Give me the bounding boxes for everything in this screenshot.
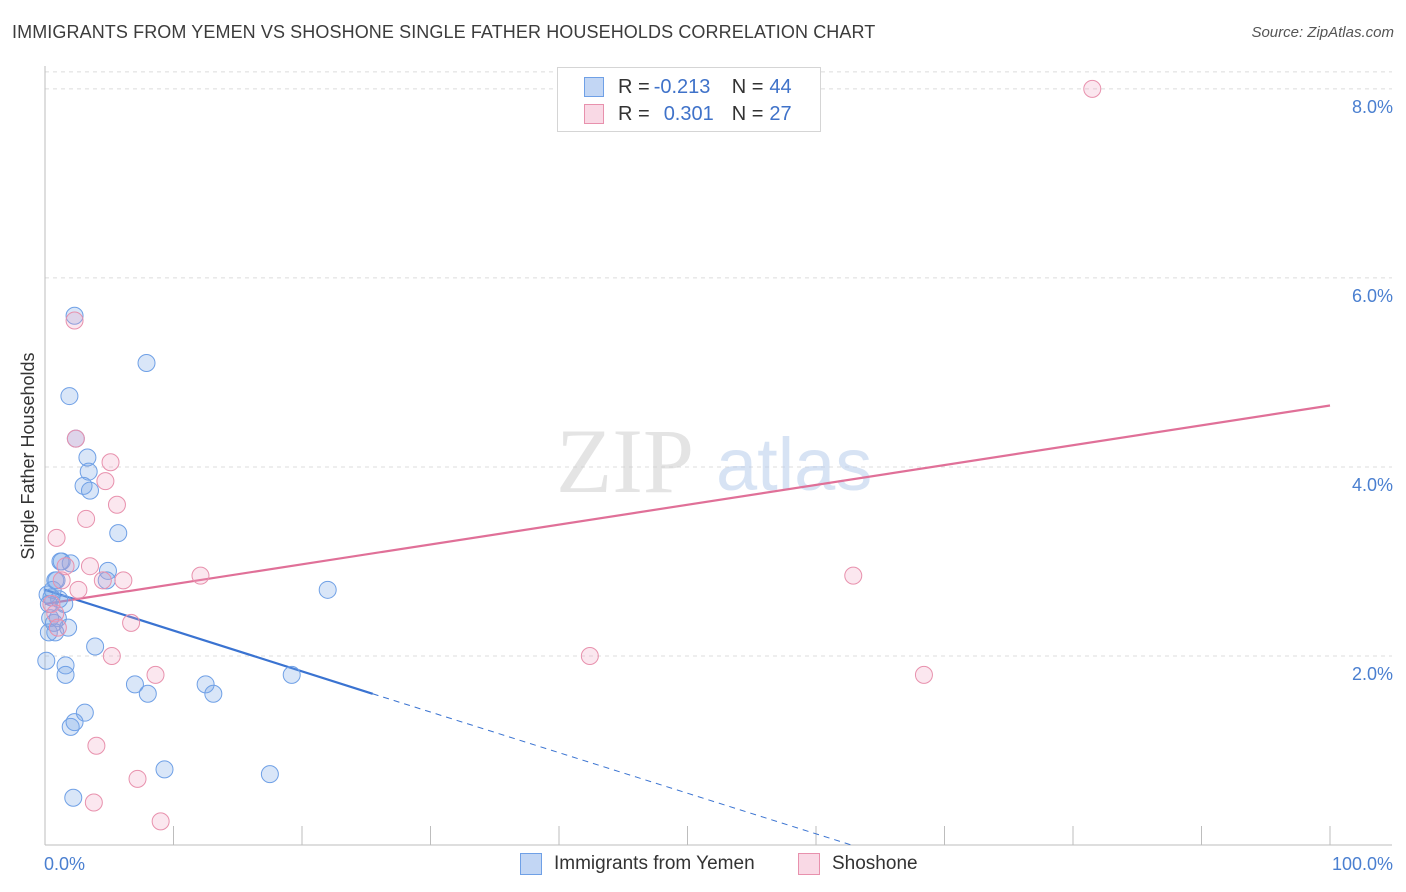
x-tick-label-right: 100.0% [1332, 854, 1393, 874]
point-yemen [78, 448, 97, 467]
point-yemen [56, 656, 75, 675]
point-yemen [98, 561, 117, 580]
point-yemen [64, 788, 83, 807]
point-yemen [109, 524, 128, 543]
point-shoshone [128, 769, 147, 788]
point-yemen [55, 594, 74, 613]
chart-title: IMMIGRANTS FROM YEMEN VS SHOSHONE SINGLE… [12, 22, 876, 42]
legend-r-label: R = [618, 75, 650, 98]
point-shoshone [151, 812, 170, 831]
point-yemen [46, 571, 65, 590]
point-yemen [56, 665, 75, 684]
point-shoshone [80, 557, 99, 576]
legend-swatch-shoshone [584, 104, 604, 124]
point-shoshone [42, 594, 61, 613]
y-tick-label: 4.0% [1352, 475, 1393, 495]
legend-swatch-yemen [584, 77, 604, 97]
watermark-zip: ZIP [556, 410, 694, 512]
bottom-legend-label-shoshone: Shoshone [832, 853, 918, 874]
grid-lines [45, 71, 1392, 657]
correlation-legend: R = -0.213 N = 44 R = 0.301 N = 27 [557, 67, 821, 132]
point-yemen [260, 765, 279, 784]
point-yemen [282, 665, 301, 684]
point-yemen [37, 651, 56, 670]
point-shoshone [52, 571, 71, 590]
legend-n-label: N = [731, 75, 764, 98]
watermark: ZIP atlas [556, 410, 872, 512]
trend-line-yemen [44, 588, 374, 695]
point-shoshone [122, 613, 141, 632]
point-shoshone [844, 566, 863, 585]
point-shoshone [93, 571, 112, 590]
point-shoshone [114, 571, 133, 590]
legend-row-yemen: R = -0.213 N = 44 [584, 74, 792, 100]
point-yemen [86, 637, 105, 656]
point-shoshone [65, 311, 84, 330]
point-yemen [79, 462, 98, 481]
legend-row-shoshone: R = 0.301 N = 27 [584, 101, 792, 127]
trend-line-shoshone [44, 404, 1331, 606]
point-yemen [138, 684, 157, 703]
point-shoshone [69, 580, 88, 599]
point-shoshone [96, 472, 115, 491]
point-shoshone [46, 604, 65, 623]
watermark-atlas: atlas [716, 423, 872, 506]
data-points [37, 79, 1102, 831]
x-tick-label-left: 0.0% [44, 854, 85, 874]
point-shoshone [47, 528, 66, 547]
point-shoshone [191, 566, 210, 585]
axes [44, 66, 1392, 846]
point-shoshone [914, 665, 933, 684]
legend-r-value: -0.213 [653, 75, 711, 98]
point-shoshone [102, 646, 121, 665]
point-shoshone [84, 793, 103, 812]
trend-lines [44, 404, 1331, 846]
point-yemen [137, 353, 156, 372]
y-axis-title: Single Father Households [18, 352, 38, 559]
point-shoshone [580, 646, 599, 665]
tick-labels: 2.0% 4.0% 6.0% 8.0% 0.0% 100.0% [44, 97, 1393, 874]
bottom-legend-swatch-shoshone [798, 853, 820, 875]
point-shoshone [56, 557, 75, 576]
y-tick-label: 2.0% [1352, 664, 1393, 684]
legend-r-value: 0.301 [663, 102, 714, 125]
point-yemen [39, 623, 58, 642]
point-shoshone [146, 665, 165, 684]
point-yemen [74, 476, 93, 495]
legend-n-value: 44 [769, 75, 792, 98]
point-shoshone [101, 453, 120, 472]
point-shoshone [87, 736, 106, 755]
point-shoshone [107, 495, 126, 514]
point-yemen [318, 580, 337, 599]
source-label: Source: ZipAtlas.com [1251, 24, 1394, 41]
point-shoshone [77, 509, 96, 528]
y-tick-label: 8.0% [1352, 97, 1393, 117]
legend-n-label: N = [731, 102, 764, 125]
point-yemen [75, 703, 94, 722]
y-tick-label: 6.0% [1352, 286, 1393, 306]
point-shoshone [48, 618, 67, 637]
point-yemen [61, 554, 80, 573]
bottom-legend-shoshone: Shoshone [798, 852, 918, 876]
trend-line-yemen-extension [372, 693, 852, 846]
point-shoshone [1083, 79, 1102, 98]
point-yemen [65, 306, 84, 325]
legend-r-label: R = [618, 102, 650, 125]
bottom-legend-label-yemen: Immigrants from Yemen [554, 853, 755, 874]
point-yemen [155, 760, 174, 779]
bottom-legend-yemen: Immigrants from Yemen [520, 852, 755, 876]
point-yemen [125, 675, 144, 694]
point-yemen [60, 387, 79, 406]
point-yemen [65, 713, 84, 732]
point-yemen [59, 618, 78, 637]
legend-n-value: 27 [769, 102, 792, 125]
point-yemen [80, 481, 99, 500]
point-yemen [204, 684, 223, 703]
point-shoshone [66, 429, 85, 448]
bottom-legend-swatch-yemen [520, 853, 542, 875]
point-yemen [196, 675, 215, 694]
